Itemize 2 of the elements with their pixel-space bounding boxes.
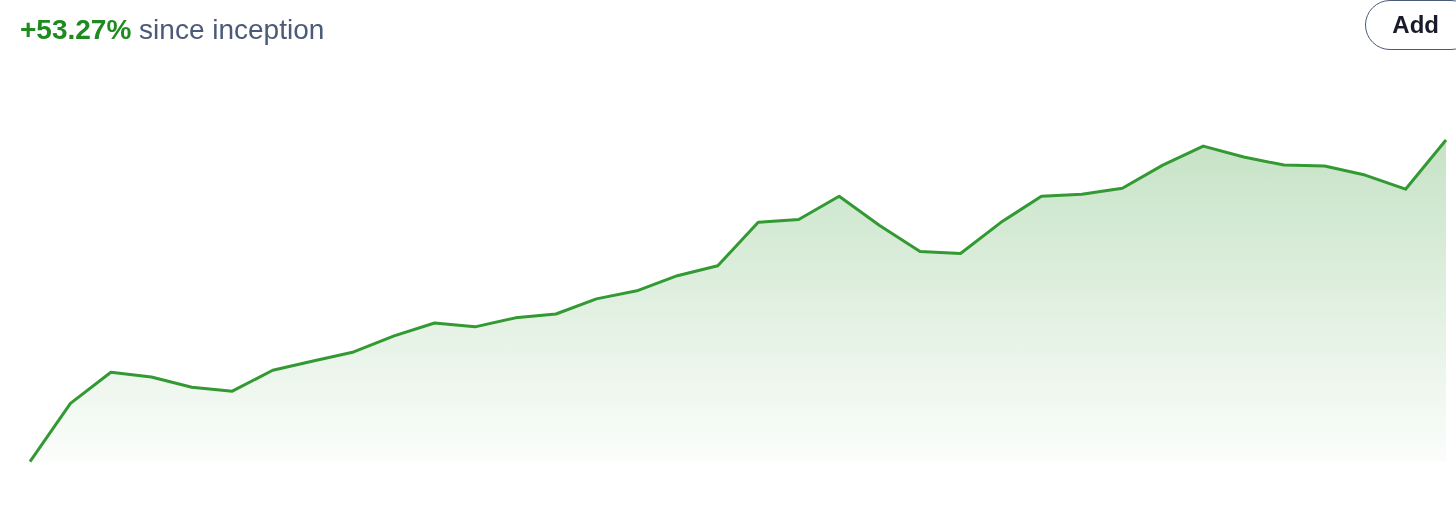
chart-title: +53.27% since inception bbox=[20, 14, 325, 46]
text: Add bbox=[1365, 0, 1456, 50]
